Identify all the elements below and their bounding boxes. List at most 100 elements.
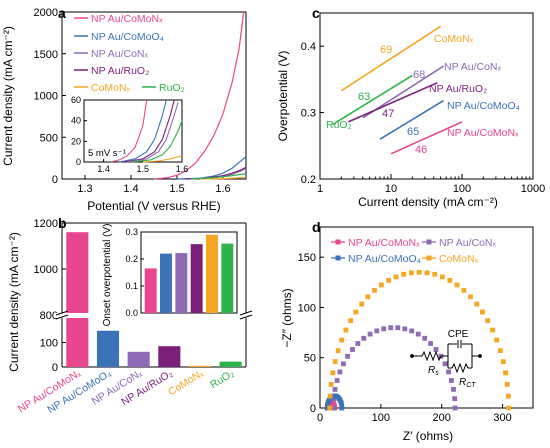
panel-c-letter: c <box>312 5 320 21</box>
panel-a-legend-label: NP Au/CoMoNₓ <box>91 13 163 25</box>
panel-d-point-comon <box>332 359 338 364</box>
panel-b-inset-bars <box>144 234 234 313</box>
panel-b-bar-np-au-con <box>127 351 150 367</box>
panel-b-bar-ruo <box>219 361 242 367</box>
panel-d-point-comon <box>379 282 384 288</box>
panel-c-series-name: NP Au/CoNₓ <box>444 61 501 73</box>
panel-d-point-comon <box>490 327 495 333</box>
panel-a-legend-label: NP Au/CoMoO₄ <box>91 31 164 43</box>
panel-d-ytick-label: 150 <box>298 252 316 264</box>
panel-d-point-np-au-con <box>350 347 355 352</box>
panel-b-ytick-label: 0 <box>52 362 58 374</box>
panel-b-ytick-label: 1200 <box>34 218 58 230</box>
panel-a-inset-xtick-label: 1.6 <box>176 164 189 174</box>
panel-d-point-comon <box>365 294 371 300</box>
panel-d-point-comon <box>328 382 334 387</box>
panel-a-inset-line <box>119 99 167 163</box>
panel-c: c Current density (mA cm⁻²) Overpotentia… <box>276 5 545 209</box>
panel-c-line-np-au-comoo <box>379 99 445 140</box>
panel-d-point-np-au-con <box>355 341 361 346</box>
panel-a-xtick-label: 1.3 <box>77 183 92 195</box>
panel-d-point-np-au-con <box>422 335 428 341</box>
panel-a-xtick-label: 1.5 <box>169 183 184 195</box>
panel-a-line-ruo <box>190 173 247 180</box>
panel-a-legend-label: CoMoNₓ <box>91 82 131 94</box>
panel-b-inset: Onset overpotential (V) 0.0 0.1 0.2 0.3 <box>102 224 238 327</box>
panel-b-ytick-label: 1000 <box>34 264 58 276</box>
panel-d-frame <box>319 226 534 409</box>
panel-b-inset-ytick-label: 0.3 <box>125 227 138 237</box>
panel-d-point-comon <box>348 318 354 324</box>
panel-b-bar-np-au-comon <box>66 232 89 367</box>
panel-c-ytick-label: 0.4 <box>301 41 316 53</box>
panel-b-inset-bar-ruo <box>221 243 234 313</box>
panel-c-xtick-label: 1000 <box>521 183 545 195</box>
panel-a-inset-line <box>142 155 183 163</box>
panel-d-point-np-au-con <box>381 326 387 332</box>
panel-d-legend-marker <box>335 239 341 245</box>
panel-d-point-comon <box>424 270 430 276</box>
panel-d-point-comon <box>359 301 365 307</box>
panel-d-point-comon <box>440 274 445 280</box>
panel-b-axis-break <box>55 310 253 320</box>
panel-c-series <box>332 25 463 155</box>
panel-b-category-label: RuO₂ <box>208 367 236 391</box>
panel-c-yticks: 0.2 0.3 0.4 <box>301 41 324 186</box>
panel-d-point-comon <box>330 370 336 376</box>
panel-d-point-np-au-con <box>367 331 373 337</box>
panel-d-point-comon <box>343 327 349 333</box>
panel-d-point-comon <box>503 370 508 376</box>
panel-a-inset-xtick-label: 1.5 <box>137 164 150 174</box>
panel-d-legend-label: NP Au/CoMoO₄ <box>348 253 421 265</box>
panel-d-circuit <box>410 340 482 374</box>
panel-d-point-np-au-con <box>451 387 456 392</box>
circuit-cpe-label: CPE <box>448 329 469 340</box>
panel-d-point-comon <box>497 348 503 353</box>
panel-c-series-name: CoMoNₓ <box>434 33 474 45</box>
panel-d-point-np-au-con <box>433 347 439 352</box>
panel-c-line-np-au-ruo <box>347 81 438 123</box>
panel-c-tafel-slope: 46 <box>415 144 427 156</box>
panel-d-point-np-au-con <box>409 328 415 334</box>
panel-a-inset-ytick-label: 20 <box>71 136 81 146</box>
panel-c-series-name: NP Au/RuO₂ <box>429 83 487 95</box>
panel-b-inset-ytick-label: 0.0 <box>125 308 138 318</box>
panel-d-point-comon <box>339 337 345 343</box>
panel-a-yticks: 0 500 1000 1500 2000 <box>34 7 66 186</box>
panel-b-ytick-label: 100 <box>40 338 58 350</box>
circuit-rs-label: Rs <box>428 365 439 377</box>
panel-d-point-comon <box>480 309 485 315</box>
panel-d-xtick-label: 100 <box>372 412 390 424</box>
panel-c-ytick-label: 0.2 <box>301 174 316 186</box>
panel-d-point-np-au-comoo <box>339 402 345 408</box>
panel-d-legend-label: NP Au/CoNₓ <box>439 237 496 249</box>
panel-b-inset-bar-comon <box>206 234 218 313</box>
panel-d-point-comon <box>386 278 391 283</box>
panel-b: b Current density (mA cm⁻²) 010080010001… <box>7 215 253 416</box>
panel-c-series-labels: CoMoNₓ 69 NP Au/CoNₓ 68 RuO₂ 63 NP Au/RuO₂ 47 NP… <box>326 33 520 156</box>
panel-c-tafel-slope: 68 <box>413 69 425 81</box>
panel-d-legend-label: NP Au/CoMoNₓ <box>348 237 420 249</box>
panel-a-line-np-au-comon <box>153 11 245 180</box>
panel-d-point-np-au-con <box>449 378 454 383</box>
panel-a-inset-xtick-label: 1.4 <box>97 164 110 174</box>
panel-b-inset-ylabel: Onset overpotential (V) <box>102 224 113 327</box>
panel-a-inset-line <box>111 99 148 163</box>
panel-d-point-comon <box>353 309 359 315</box>
panel-a-ytick-label: 500 <box>40 132 58 144</box>
panel-a-inset-line <box>127 101 179 163</box>
panel-a-legend-label: RuO₂ <box>159 82 185 94</box>
panel-d-point-np-au-con <box>446 369 451 375</box>
panel-d-point-comon <box>447 278 453 283</box>
panel-b-ylabel: Current density (mA cm⁻²) <box>7 232 21 372</box>
panel-d-point-comon <box>461 288 467 293</box>
panel-d-letter: d <box>312 219 321 235</box>
panel-a-legend-label: NP Au/CoNₓ <box>91 48 148 60</box>
panel-d-xtick-label: 300 <box>493 412 511 424</box>
panel-d-legend-label: CoMoNₓ <box>439 253 479 265</box>
panel-b-inset-bar-np-au-comon <box>144 268 157 313</box>
panel-b-inset-yticks: 0.0 0.1 0.2 0.3 <box>125 227 144 318</box>
panel-d-xtick-label: 200 <box>433 412 451 424</box>
